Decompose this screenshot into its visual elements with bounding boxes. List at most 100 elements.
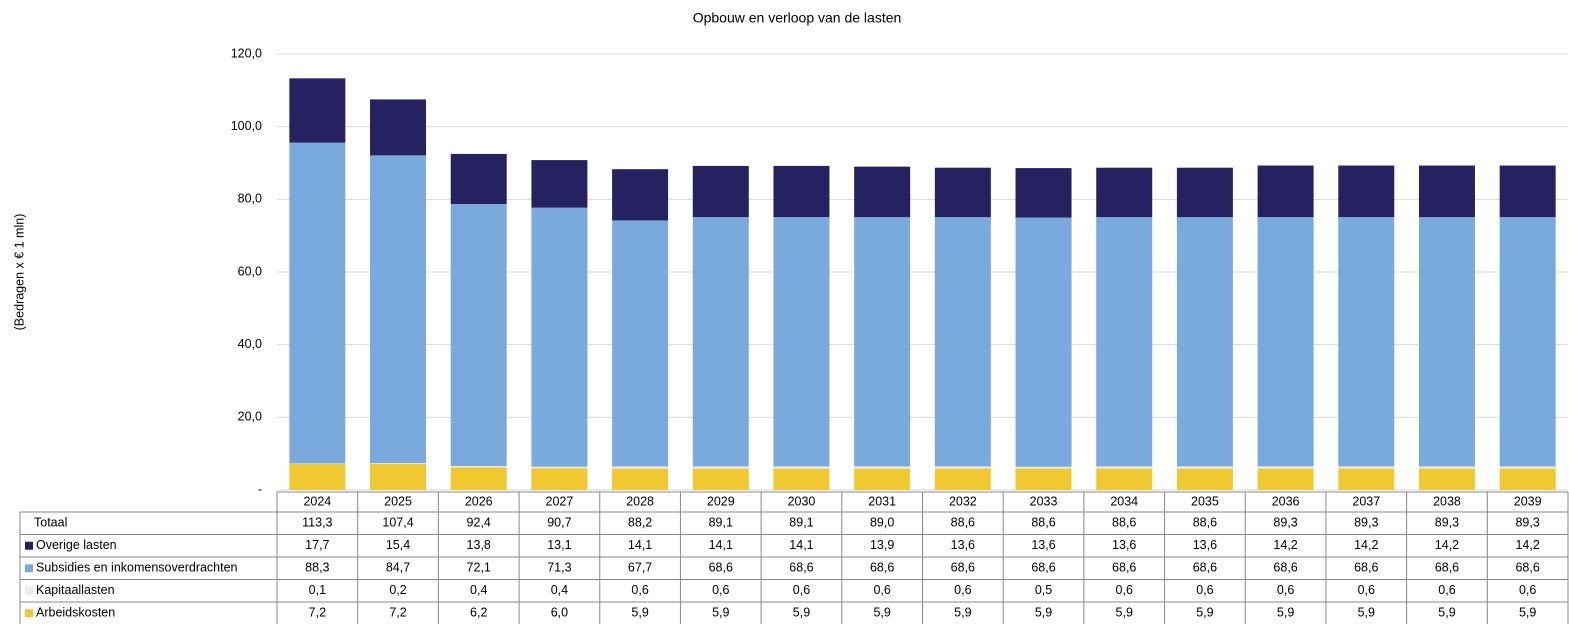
table-value: 0,6 (793, 583, 810, 597)
y-tick-label: - (258, 482, 262, 496)
x-tick-label: 2027 (546, 494, 574, 508)
table-value: 0,5 (1035, 583, 1052, 597)
bar-segment (1257, 217, 1314, 467)
table-value: 5,9 (1196, 606, 1213, 620)
x-tick-label: 2030 (788, 494, 816, 508)
x-tick-label: 2026 (465, 494, 493, 508)
bar-segment (612, 220, 669, 467)
table-value: 5,9 (1358, 606, 1375, 620)
x-tick-label: 2033 (1030, 494, 1058, 508)
table-value: 0,6 (873, 583, 890, 597)
table-value: 13,1 (547, 538, 571, 552)
table-value: 89,3 (1435, 516, 1459, 530)
bar-segment (692, 217, 749, 467)
bar-segment (1015, 168, 1072, 218)
y-tick-label: 80,0 (238, 192, 262, 206)
bar-segment (934, 466, 991, 469)
table-value: 5,9 (954, 606, 971, 620)
table-value: 68,6 (1515, 561, 1539, 575)
table-value: 14,1 (628, 538, 652, 552)
bar-segment (1418, 217, 1475, 467)
table-value: 14,2 (1273, 538, 1297, 552)
table-value: 0,6 (712, 583, 729, 597)
bar-segment (612, 468, 669, 490)
bar-segment (692, 466, 749, 469)
table-value: 13,6 (1193, 538, 1217, 552)
table-value: 68,6 (951, 561, 975, 575)
bar-segment (531, 466, 588, 469)
bar-segment (1176, 217, 1233, 467)
bar-segment (612, 169, 669, 221)
bar-segment (1096, 217, 1153, 467)
table-value: 113,3 (302, 516, 332, 530)
table-value: 88,6 (1031, 516, 1055, 530)
bar-segment (773, 217, 830, 467)
table-value: 14,1 (709, 538, 733, 552)
table-value: 89,0 (870, 516, 894, 530)
legend-swatch (25, 586, 33, 595)
y-tick-label: 120,0 (231, 46, 262, 60)
bar-segment (1338, 466, 1395, 469)
bar-segment (370, 99, 427, 156)
table-value: 0,2 (389, 583, 406, 597)
x-tick-label: 2031 (868, 494, 896, 508)
table-value: 72,1 (467, 561, 491, 575)
table-value: 5,9 (1116, 606, 1133, 620)
table-value: 68,6 (870, 561, 894, 575)
bar-segment (450, 153, 507, 205)
table-value: 15,4 (386, 538, 410, 552)
table-value: 71,3 (547, 561, 571, 575)
bar-segment (531, 468, 588, 490)
bar-segment (289, 463, 346, 490)
bar-segment (773, 468, 830, 490)
table-value: 14,2 (1354, 538, 1378, 552)
bar-segment (1338, 165, 1395, 218)
table-value: 0,6 (1196, 583, 1213, 597)
legend-label: Subsidies en inkomensoverdrachten (36, 561, 238, 575)
legend-label: Kapitaallasten (36, 583, 115, 597)
table-value: 0,6 (1116, 583, 1133, 597)
bar-segment (934, 167, 991, 218)
table-value: 107,4 (382, 516, 413, 530)
bar-segment (854, 468, 911, 490)
x-tick-label: 2024 (303, 494, 331, 508)
bar-segment (692, 468, 749, 490)
bar-segment (450, 204, 507, 467)
table-value: 14,2 (1435, 538, 1459, 552)
table-value: 14,1 (789, 538, 813, 552)
table-value: 68,6 (1193, 561, 1217, 575)
bar-segment (1418, 468, 1475, 490)
table-value: 14,2 (1515, 538, 1539, 552)
table-value: 0,6 (1519, 583, 1536, 597)
bar-segment (1096, 466, 1153, 469)
bar-segment (370, 155, 427, 464)
table-value: 88,6 (1112, 516, 1136, 530)
bar-segment (1015, 468, 1072, 490)
bar-segment (450, 466, 507, 468)
bar-segment (370, 463, 427, 490)
table-value: 5,9 (631, 606, 648, 620)
legend-label: Overige lasten (36, 538, 117, 552)
x-tick-label: 2036 (1272, 494, 1300, 508)
y-axis-label: (Bedragen x € 1 mln) (12, 214, 26, 331)
bar-segment (854, 217, 911, 467)
bar-segment (531, 207, 588, 467)
table-value: 68,6 (1273, 561, 1297, 575)
table-value: 13,6 (951, 538, 975, 552)
bar-segment (1499, 466, 1556, 469)
bar-segment (1015, 466, 1072, 469)
table-value: 88,2 (628, 516, 652, 530)
table-value: 89,1 (709, 516, 733, 530)
table-value: 0,4 (470, 583, 487, 597)
table-value: 0,6 (1438, 583, 1455, 597)
bar-segment (773, 165, 830, 218)
bar-segment (1257, 468, 1314, 490)
bar-segment (370, 463, 427, 464)
bar-segment (1418, 165, 1475, 218)
y-tick-label: 20,0 (238, 410, 262, 424)
table-value: 84,7 (386, 561, 410, 575)
table-value: 6,2 (470, 606, 487, 620)
x-tick-label: 2034 (1110, 494, 1138, 508)
table-value: 0,6 (954, 583, 971, 597)
table-value: 68,6 (709, 561, 733, 575)
